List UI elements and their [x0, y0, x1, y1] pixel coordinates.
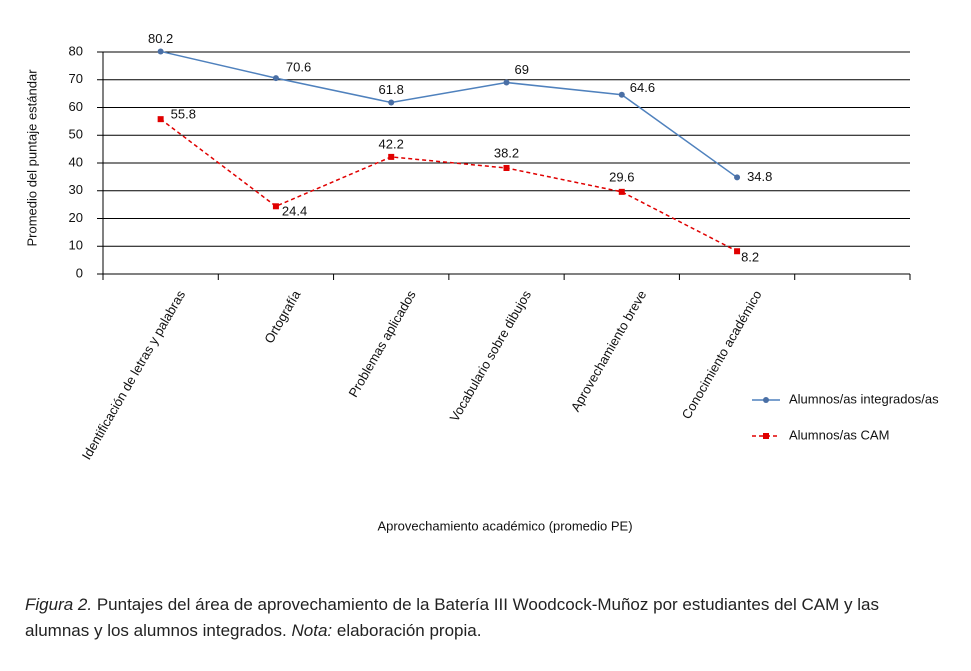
y-tick-label: 50 [69, 127, 83, 142]
data-point [503, 164, 510, 171]
y-tick-label: 80 [69, 43, 83, 58]
data-label: 29.6 [609, 169, 634, 184]
y-tick-label: 20 [69, 210, 83, 225]
data-point [272, 75, 279, 82]
y-tick-label: 70 [69, 71, 83, 86]
series-line [160, 50, 738, 179]
y-tick-label: 40 [69, 154, 83, 169]
data-label: 55.8 [171, 107, 196, 122]
data-point [503, 79, 510, 86]
data-label: 42.2 [379, 136, 404, 151]
data-label: 64.6 [630, 80, 655, 95]
y-tick-label: 60 [69, 99, 83, 114]
data-label: 38.2 [494, 145, 519, 160]
data-point [388, 99, 395, 106]
figure-label: Figura 2. [25, 595, 93, 614]
data-point [388, 153, 395, 160]
x-tick-label: Aprovechamiento breve [568, 288, 650, 414]
legend-label: Alumnos/as integrados/as [789, 391, 939, 406]
legend-marker [763, 433, 769, 439]
y-axis-title: Promedio del puntaje estándar [24, 69, 39, 247]
data-point [618, 91, 625, 98]
data-point [734, 248, 741, 255]
x-tick-label: Vocabulario sobre dibujos [447, 287, 535, 424]
data-label: 69 [515, 62, 529, 77]
data-point [157, 116, 164, 123]
series-line [160, 118, 738, 252]
data-point [618, 188, 625, 195]
legend-label: Alumnos/as CAM [789, 427, 889, 442]
y-tick-label: 30 [69, 182, 83, 197]
x-tick-label: Conocimiento académico [679, 288, 765, 422]
y-tick-label: 10 [69, 238, 83, 253]
legend-marker [763, 397, 769, 403]
x-tick-label: Identificación de letras y palabras [79, 287, 189, 462]
data-label: 80.2 [148, 31, 173, 46]
caption-text: Puntajes del área de aprovechamiento de … [25, 595, 879, 640]
data-label: 24.4 [282, 204, 307, 219]
data-label: 70.6 [286, 60, 311, 75]
chart: Promedio del puntaje estándar Aprovecham… [24, 31, 939, 534]
data-label: 34.8 [747, 169, 772, 184]
note-text: elaboración propia. [336, 621, 482, 640]
note-label: Nota: [291, 621, 333, 640]
data-label: 61.8 [379, 82, 404, 97]
x-tick-label: Ortografía [261, 287, 304, 346]
y-tick-label: 0 [76, 265, 83, 280]
data-point [157, 48, 164, 55]
data-point [734, 174, 741, 181]
x-axis-title: Aprovechamiento académico (promedio PE) [377, 518, 632, 533]
data-label: 8.2 [741, 250, 759, 265]
data-point [272, 203, 279, 210]
x-tick-label: Problemas aplicados [345, 287, 419, 399]
caption: Figura 2. Puntajes del área de aprovecha… [25, 592, 925, 644]
